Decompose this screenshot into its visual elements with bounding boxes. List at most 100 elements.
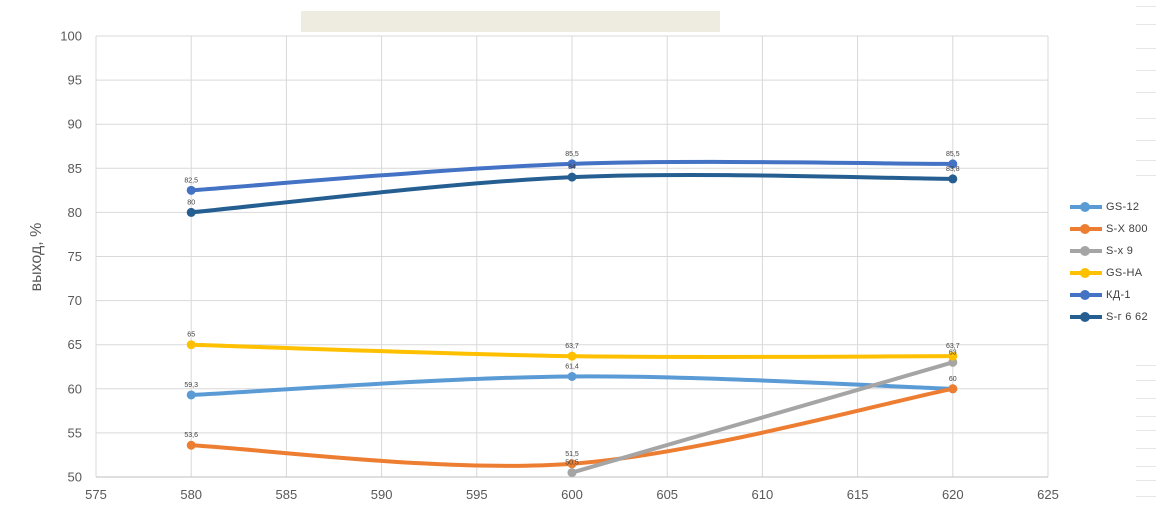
- data-point: [567, 459, 577, 469]
- legend-label: GS-12: [1106, 201, 1140, 213]
- sheet-row-line: [1136, 448, 1156, 449]
- data-label: 65: [187, 332, 195, 339]
- sheet-row-line: [1136, 160, 1156, 161]
- data-label: 82,5: [184, 177, 198, 184]
- legend-swatch: [1068, 266, 1104, 280]
- data-point: [567, 172, 577, 182]
- y-tick-label: 95: [68, 73, 82, 88]
- y-tick-label: 80: [68, 205, 82, 220]
- chart-title-placeholder: [301, 11, 720, 32]
- legend-item: S-x 9: [1068, 240, 1148, 262]
- legend-item: КД-1: [1068, 284, 1148, 306]
- legend-item: GS-НА: [1068, 262, 1148, 284]
- data-point: [948, 159, 958, 169]
- legend-swatch: [1068, 200, 1104, 214]
- data-point: [567, 351, 577, 361]
- legend-swatch: [1068, 310, 1104, 324]
- data-point: [186, 207, 196, 217]
- data-label: 84: [568, 164, 576, 171]
- tick-labels: 50 55 60 65 70 75 80 85 90 95 100 575 580 585 590 595 60…: [60, 29, 1059, 503]
- y-axis-label: выход, %: [28, 223, 45, 292]
- data-labels: 59,3 61,4 53,6 51,5 60 50,5 63 65 63,7 63,7 82,5 85…: [184, 151, 959, 467]
- legend-label: S-X 800: [1106, 223, 1148, 235]
- sheet-row-line: [1136, 430, 1156, 431]
- legend-label: GS-НА: [1106, 267, 1143, 279]
- data-label: 61,4: [565, 363, 579, 370]
- x-tick-label: 620: [942, 487, 964, 502]
- data-label: 59,3: [184, 382, 198, 389]
- data-label: 63,7: [946, 343, 960, 350]
- sheet-row-line: [1136, 175, 1156, 176]
- data-label: 63: [949, 349, 957, 356]
- sheet-row-line: [1136, 380, 1156, 381]
- x-tick-label: 625: [1037, 487, 1059, 502]
- sheet-row-line: [1136, 6, 1156, 7]
- sheet-row-line: [1136, 365, 1156, 366]
- legend-swatch: [1068, 244, 1104, 258]
- data-label: 50,5: [565, 460, 579, 467]
- data-point: [948, 174, 958, 184]
- legend-label: S-x 9: [1106, 245, 1134, 257]
- sheet-row-line: [1136, 466, 1156, 467]
- data-point: [567, 371, 577, 381]
- sheet-row-line: [1136, 70, 1156, 71]
- data-point: [186, 185, 196, 195]
- data-label: 53,6: [184, 432, 198, 439]
- data-point: [948, 351, 958, 361]
- sheet-row-line: [1136, 24, 1156, 25]
- series-points: [186, 159, 958, 477]
- sheet-row-line: [1136, 92, 1156, 93]
- data-point: [567, 159, 577, 169]
- y-tick-label: 65: [68, 337, 82, 352]
- sheet-row-line: [1136, 496, 1156, 497]
- y-tick-label: 70: [68, 293, 82, 308]
- x-tick-label: 585: [276, 487, 298, 502]
- x-tick-label: 590: [371, 487, 393, 502]
- y-tick-label: 100: [60, 29, 82, 44]
- sheet-row-line: [1136, 118, 1156, 119]
- y-tick-label: 60: [68, 381, 82, 396]
- data-label: 63,7: [565, 343, 579, 350]
- y-tick-label: 85: [68, 161, 82, 176]
- y-tick-label: 55: [68, 425, 82, 440]
- legend-item: S-г 6 62: [1068, 306, 1148, 328]
- sheet-row-line: [1136, 48, 1156, 49]
- data-point: [186, 390, 196, 400]
- data-label: 51,5: [565, 451, 579, 458]
- data-point: [186, 440, 196, 450]
- data-label: 85,5: [946, 151, 960, 158]
- legend-label: S-г 6 62: [1106, 311, 1148, 323]
- y-tick-label: 90: [68, 117, 82, 132]
- legend-swatch: [1068, 222, 1104, 236]
- sheet-row-line: [1136, 480, 1156, 481]
- data-label: 83,8: [946, 166, 960, 173]
- y-tick-label: 50: [68, 470, 82, 485]
- x-tick-label: 580: [180, 487, 202, 502]
- x-tick-label: 595: [466, 487, 488, 502]
- x-tick-label: 575: [85, 487, 107, 502]
- data-point: [948, 357, 958, 367]
- data-label: 60: [949, 376, 957, 383]
- data-point: [186, 340, 196, 350]
- legend: GS-12 S-X 800 S-x 9 GS-НА КД-1 S-г 6 62: [1068, 196, 1148, 328]
- x-tick-label: 615: [847, 487, 869, 502]
- series-line: [570, 360, 955, 475]
- legend-swatch: [1068, 288, 1104, 302]
- grid-lines: [95, 35, 1049, 478]
- x-tick-label: 600: [561, 487, 583, 502]
- data-point: [567, 468, 577, 477]
- legend-item: S-X 800: [1068, 218, 1148, 240]
- y-tick-label: 75: [68, 249, 82, 264]
- x-tick-label: 610: [752, 487, 774, 502]
- sheet-row-line: [1136, 140, 1156, 141]
- sheet-edge-decoration: [1136, 0, 1156, 512]
- legend-item: GS-12: [1068, 196, 1148, 218]
- sheet-row-line: [1136, 398, 1156, 399]
- data-label: 80: [187, 199, 195, 206]
- data-label: 85,5: [565, 151, 579, 158]
- x-tick-label: 605: [656, 487, 678, 502]
- data-point: [948, 384, 958, 394]
- legend-label: КД-1: [1106, 289, 1131, 301]
- sheet-row-line: [1136, 416, 1156, 417]
